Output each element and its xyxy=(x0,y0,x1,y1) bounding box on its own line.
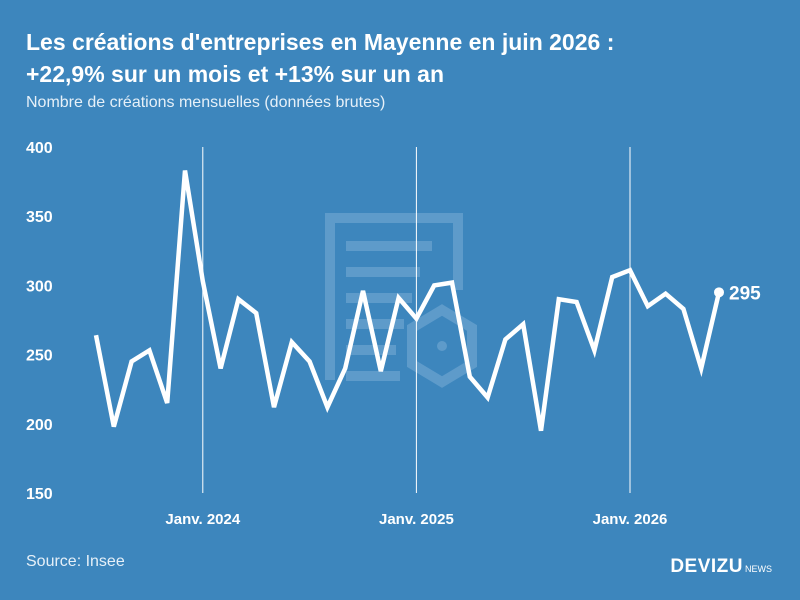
title-line-2: +22,9% sur un mois et +13% sur un an xyxy=(26,61,444,87)
brand-logo: DEVIZU NEWS xyxy=(670,556,772,578)
last-value-label: 295 xyxy=(729,283,761,304)
data-series: 295 xyxy=(93,170,761,432)
y-tick-label: 400 xyxy=(26,140,53,157)
y-tick-label: 250 xyxy=(26,348,53,365)
x-tick-label: Janv. 2026 xyxy=(593,511,668,528)
brand-name: DEVIZU xyxy=(670,556,743,577)
brand-suffix: NEWS xyxy=(745,564,772,574)
x-tick-label: Janv. 2024 xyxy=(165,511,240,528)
last-point-marker xyxy=(714,287,724,298)
x-tick-label: Janv. 2025 xyxy=(379,511,454,528)
source-note: Source: Insee xyxy=(26,553,125,570)
x-axis: Janv. 2024 Janv. 2025 Janv. 2026 xyxy=(165,511,667,528)
title-line-1: Les créations d'entreprises en Mayenne e… xyxy=(26,29,615,55)
y-tick-label: 300 xyxy=(26,278,53,295)
series-line xyxy=(93,170,722,432)
y-axis: 150 200 250 300 350 400 xyxy=(26,140,53,503)
y-tick-label: 350 xyxy=(26,209,53,226)
y-tick-label: 200 xyxy=(26,417,53,434)
chart-title: Les créations d'entreprises en Mayenne e… xyxy=(26,26,786,90)
y-tick-label: 150 xyxy=(26,486,53,503)
chart-subtitle: Nombre de créations mensuelles (données … xyxy=(26,94,386,111)
